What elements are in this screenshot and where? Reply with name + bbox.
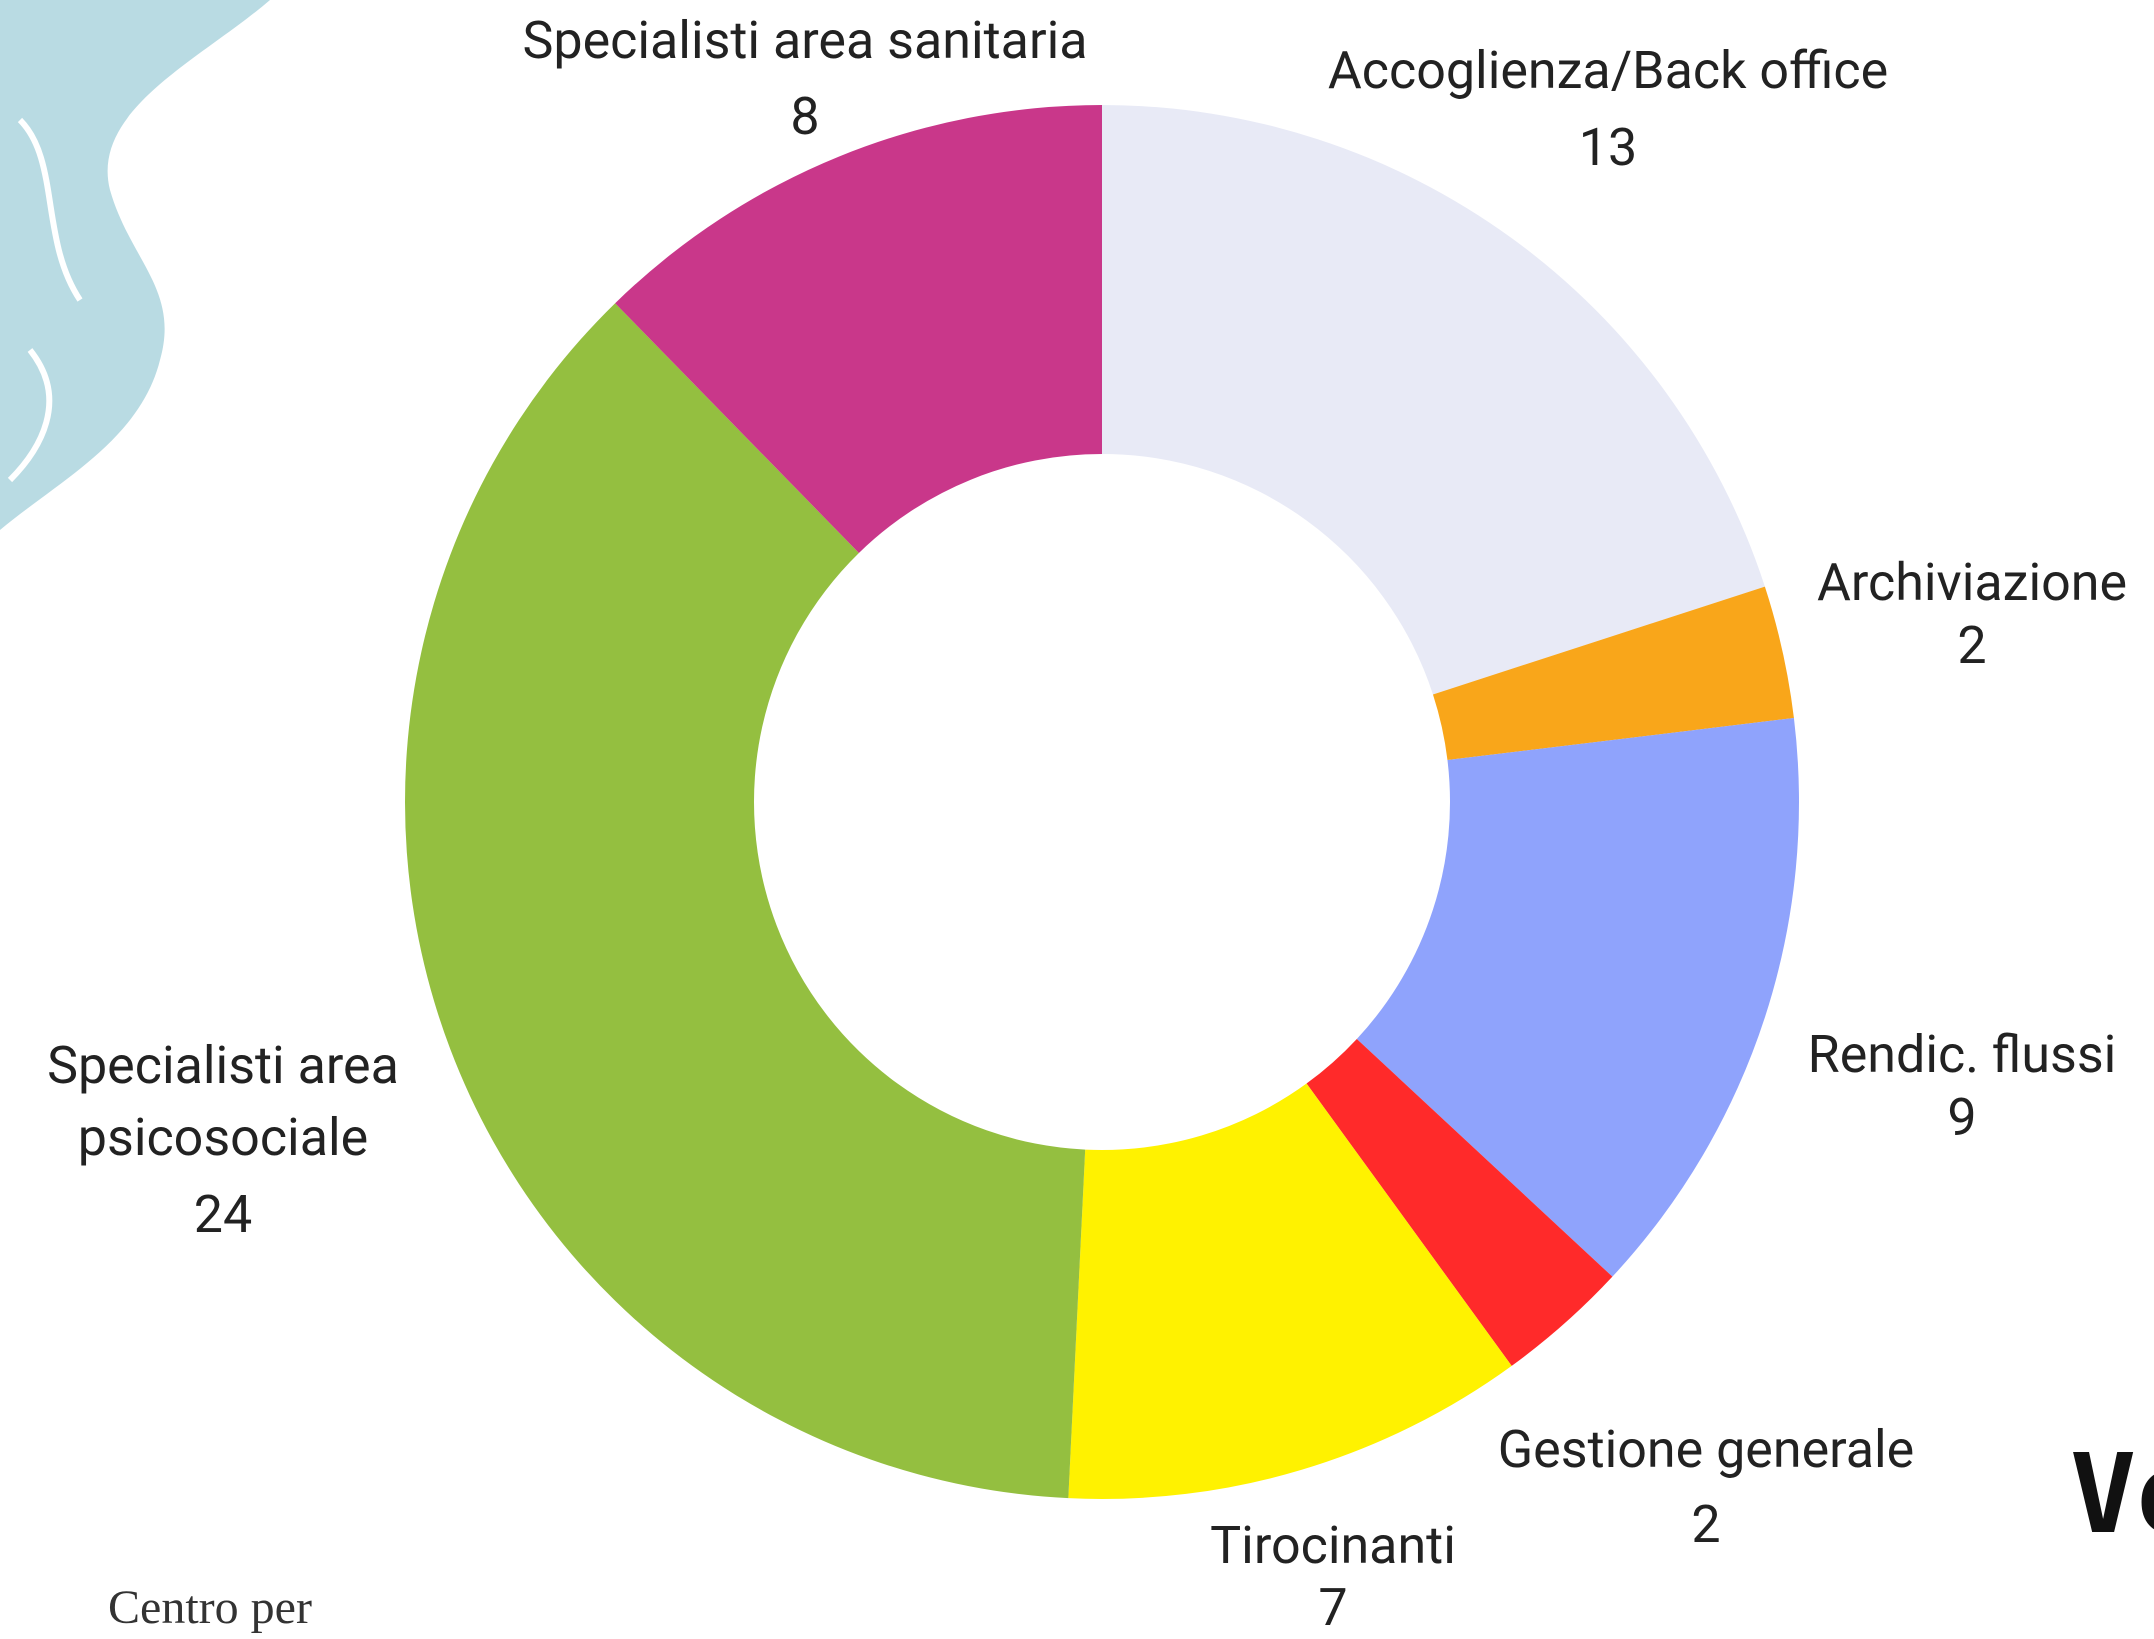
value-label: 13	[1578, 116, 1638, 178]
side-text: Vo	[2070, 1430, 2154, 1558]
decoration	[0, 0, 270, 530]
value-label: 2	[1957, 614, 1987, 676]
slice	[1432, 586, 1794, 761]
slice-label: Archiviazione	[1816, 551, 2128, 613]
slice	[1306, 1038, 1613, 1366]
scribble	[0, 0, 270, 530]
donut	[405, 105, 1799, 1499]
logo-text: Centro per	[108, 1581, 312, 1634]
slice-label: Gestione generale	[1497, 1418, 1915, 1480]
slice	[1068, 1083, 1512, 1499]
scribble-line	[7, 117, 83, 483]
value-label: 7	[1318, 1576, 1348, 1638]
slice	[1356, 717, 1799, 1277]
value-label: 2	[1691, 1493, 1721, 1555]
value-label: 24	[193, 1183, 253, 1245]
slice-label: Specialisti area psicosociale	[47, 1035, 399, 1168]
slice	[1102, 105, 1765, 695]
value-label: 9	[1947, 1086, 1977, 1148]
value-label: 8	[790, 85, 820, 147]
slice-label: Rendic. flussi	[1807, 1023, 2117, 1085]
slice-label: Accoglienza/Back office	[1327, 39, 1889, 101]
slice-label: Tirocinanti	[1210, 1514, 1456, 1576]
slice	[615, 105, 1102, 553]
slice	[405, 303, 1086, 1499]
slice-label: Specialisti area sanitaria	[522, 9, 1088, 71]
